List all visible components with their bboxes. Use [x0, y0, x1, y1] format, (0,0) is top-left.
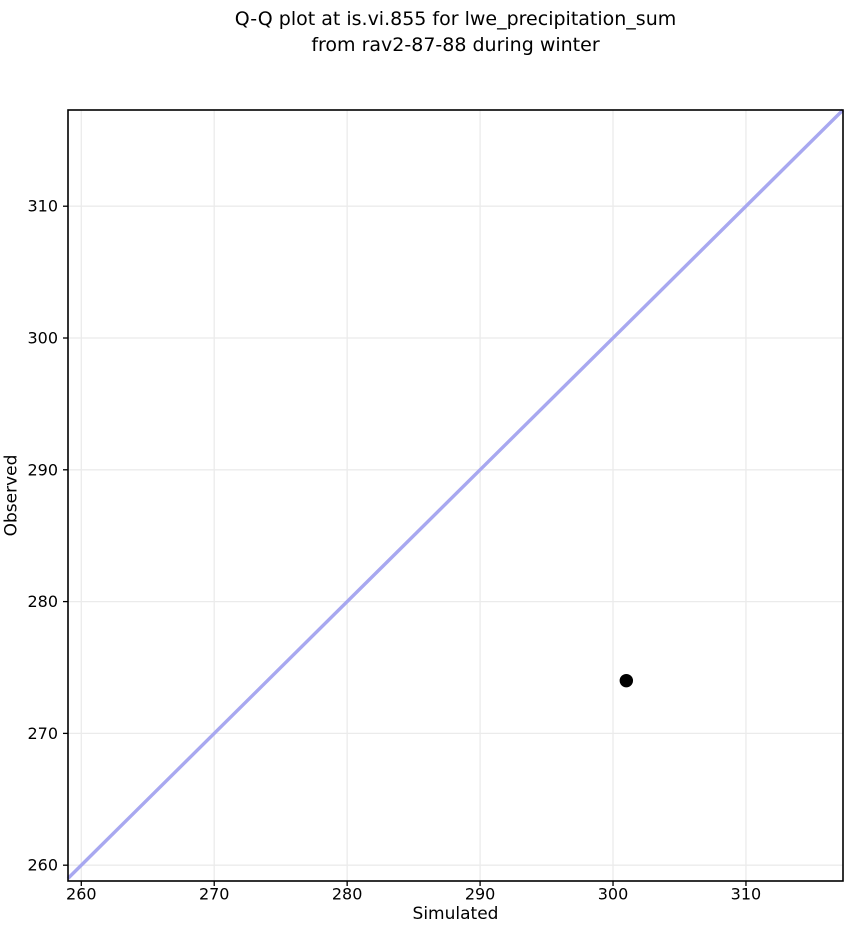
y-tick-label: 280 — [27, 592, 58, 611]
plot-frame — [67, 109, 844, 882]
chart-title: Q-Q plot at is.vi.855 for lwe_precipitat… — [68, 6, 843, 58]
x-tick-label: 280 — [332, 885, 363, 904]
y-tick-label: 260 — [27, 856, 58, 875]
identity-line — [66, 108, 845, 880]
x-axis-label: Simulated — [413, 904, 499, 924]
data-point — [619, 673, 634, 688]
x-tick-label: 290 — [465, 885, 496, 904]
y-tick-label: 270 — [27, 724, 58, 743]
y-tick-label: 310 — [27, 197, 58, 216]
chart-title-line1: Q-Q plot at is.vi.855 for lwe_precipitat… — [234, 8, 677, 30]
x-tick-label: 260 — [66, 885, 97, 904]
x-tick-label: 270 — [199, 885, 230, 904]
x-tick-label: 300 — [598, 885, 629, 904]
plot-area: 260 270 280 290 300 310 260 270 280 290 300 310 Simu… — [2, 108, 845, 924]
y-axis-label: Observed — [2, 455, 22, 537]
y-tick-label: 290 — [27, 460, 58, 479]
chart-title-line2: from rav2-87-88 during winter — [311, 34, 600, 56]
x-tick-label: 310 — [731, 885, 762, 904]
y-tick-label: 300 — [27, 329, 58, 348]
